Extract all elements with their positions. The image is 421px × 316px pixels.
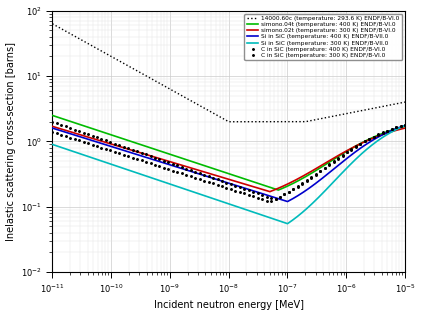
Legend: 14000.60c (temperature: 293.6 K) ENDF/B-VI.0, simono.04t (temperature: 400 K) EN: 14000.60c (temperature: 293.6 K) ENDF/B-… bbox=[245, 14, 402, 60]
simono.02t (temperature: 300 K) ENDF/B-VI.0: (6.7e-06, 1.46): 300 K) ENDF/B-VI.0: (6.7e-06, 1.46) bbox=[392, 129, 397, 133]
simono.04t (temperature: 400 K) ENDF/B-VI.0: (8.27e-09, 0.34): 400 K) ENDF/B-VI.0: (8.27e-09, 0.34) bbox=[221, 170, 226, 174]
C in SiC (temperature: 300 K) ENDF/B-VI.0: (1.5e-07, 0.207): 300 K) ENDF/B-VI.0: (1.5e-07, 0.207) bbox=[296, 184, 301, 188]
simono.04t (temperature: 400 K) ENDF/B-VI.0: (5.73e-09, 0.379): 400 K) ENDF/B-VI.0: (5.73e-09, 0.379) bbox=[212, 167, 217, 171]
Si in SiC (temperature: 400 K) ENDF/B-VII.0: (8.27e-09, 0.242): 400 K) ENDF/B-VII.0: (8.27e-09, 0.242) bbox=[221, 180, 226, 184]
C in SiC (temperature: 300 K) ENDF/B-VI.0: (1e-11, 1.4): 300 K) ENDF/B-VI.0: (1e-11, 1.4) bbox=[50, 130, 55, 134]
Line: Si in SiC (temperature: 300 K) ENDF/B-VII.0: Si in SiC (temperature: 300 K) ENDF/B-VI… bbox=[52, 125, 405, 224]
C in SiC (temperature: 400 K) ENDF/B-VI.0: (4.55e-09, 0.292): 400 K) ENDF/B-VI.0: (4.55e-09, 0.292) bbox=[206, 174, 211, 178]
Line: simono.04t (temperature: 400 K) ENDF/B-VI.0: simono.04t (temperature: 400 K) ENDF/B-V… bbox=[52, 115, 405, 190]
Si in SiC (temperature: 300 K) ENDF/B-VII.0: (1e-05, 1.75): 300 K) ENDF/B-VII.0: (1e-05, 1.75) bbox=[402, 124, 408, 127]
Si in SiC (temperature: 300 K) ENDF/B-VII.0: (2.02e-11, 0.727): 300 K) ENDF/B-VII.0: (2.02e-11, 0.727) bbox=[68, 149, 73, 152]
C in SiC (temperature: 300 K) ENDF/B-VI.0: (4.55e-09, 0.24): 300 K) ENDF/B-VI.0: (4.55e-09, 0.24) bbox=[206, 180, 211, 184]
14000.60c (temperature: 293.6 K) ENDF/B-VI.0: (2.02e-11, 44.5): 293.6 K) ENDF/B-VI.0: (2.02e-11, 44.5) bbox=[68, 32, 73, 36]
Line: simono.02t (temperature: 300 K) ENDF/B-VI.0: simono.02t (temperature: 300 K) ENDF/B-V… bbox=[52, 126, 405, 192]
C in SiC (temperature: 400 K) ENDF/B-VI.0: (1e-05, 1.8): 400 K) ENDF/B-VI.0: (1e-05, 1.8) bbox=[402, 123, 408, 127]
Line: C in SiC (temperature: 400 K) ENDF/B-VI.0: C in SiC (temperature: 400 K) ENDF/B-VI.… bbox=[51, 120, 407, 200]
14000.60c (temperature: 293.6 K) ENDF/B-VI.0: (1e-05, 4): 293.6 K) ENDF/B-VI.0: (1e-05, 4) bbox=[402, 100, 408, 104]
Si in SiC (temperature: 300 K) ENDF/B-VII.0: (6.74e-06, 1.49): 300 K) ENDF/B-VII.0: (6.74e-06, 1.49) bbox=[392, 128, 397, 132]
C in SiC (temperature: 400 K) ENDF/B-VI.0: (8.9e-08, 0.155): 400 K) ENDF/B-VI.0: (8.9e-08, 0.155) bbox=[282, 192, 287, 196]
Si in SiC (temperature: 400 K) ENDF/B-VII.0: (1e-11, 1.6): 400 K) ENDF/B-VII.0: (1e-11, 1.6) bbox=[50, 126, 55, 130]
simono.02t (temperature: 300 K) ENDF/B-VI.0: (2.02e-11, 1.41): 300 K) ENDF/B-VI.0: (2.02e-11, 1.41) bbox=[68, 130, 73, 134]
Si in SiC (temperature: 300 K) ENDF/B-VII.0: (8.27e-09, 0.117): 300 K) ENDF/B-VII.0: (8.27e-09, 0.117) bbox=[221, 200, 226, 204]
Si in SiC (temperature: 300 K) ENDF/B-VII.0: (1e-11, 0.9): 300 K) ENDF/B-VII.0: (1e-11, 0.9) bbox=[50, 143, 55, 146]
Si in SiC (temperature: 400 K) ENDF/B-VII.0: (1e-07, 0.12): 400 K) ENDF/B-VII.0: (1e-07, 0.12) bbox=[285, 200, 290, 204]
C in SiC (temperature: 300 K) ENDF/B-VI.0: (2.47e-06, 1.1): 300 K) ENDF/B-VI.0: (2.47e-06, 1.1) bbox=[367, 137, 372, 141]
simono.04t (temperature: 400 K) ENDF/B-VI.0: (1e-11, 2.5): 400 K) ENDF/B-VI.0: (1e-11, 2.5) bbox=[50, 113, 55, 117]
simono.04t (temperature: 400 K) ENDF/B-VI.0: (5.34e-07, 0.492): 400 K) ENDF/B-VI.0: (5.34e-07, 0.492) bbox=[328, 160, 333, 163]
simono.02t (temperature: 300 K) ENDF/B-VI.0: (1e-11, 1.7): 300 K) ENDF/B-VI.0: (1e-11, 1.7) bbox=[50, 125, 55, 128]
Si in SiC (temperature: 300 K) ENDF/B-VII.0: (5.34e-07, 0.212): 300 K) ENDF/B-VII.0: (5.34e-07, 0.212) bbox=[328, 184, 333, 187]
Si in SiC (temperature: 400 K) ENDF/B-VII.0: (6.7e-06, 1.54): 400 K) ENDF/B-VII.0: (6.7e-06, 1.54) bbox=[392, 127, 397, 131]
simono.02t (temperature: 300 K) ENDF/B-VI.0: (5.73e-09, 0.305): 300 K) ENDF/B-VI.0: (5.73e-09, 0.305) bbox=[212, 173, 217, 177]
simono.04t (temperature: 400 K) ENDF/B-VI.0: (6.7e-06, 1.54): 400 K) ENDF/B-VI.0: (6.7e-06, 1.54) bbox=[392, 127, 397, 131]
Si in SiC (temperature: 400 K) ENDF/B-VII.0: (5.73e-09, 0.268): 400 K) ENDF/B-VII.0: (5.73e-09, 0.268) bbox=[212, 177, 217, 181]
simono.02t (temperature: 300 K) ENDF/B-VI.0: (8.27e-09, 0.277): 300 K) ENDF/B-VI.0: (8.27e-09, 0.277) bbox=[221, 176, 226, 180]
X-axis label: Incident neutron energy [MeV]: Incident neutron energy [MeV] bbox=[154, 301, 304, 310]
Line: C in SiC (temperature: 300 K) ENDF/B-VI.0: C in SiC (temperature: 300 K) ENDF/B-VI.… bbox=[51, 123, 407, 203]
C in SiC (temperature: 400 K) ENDF/B-VI.0: (1e-11, 2): 400 K) ENDF/B-VI.0: (1e-11, 2) bbox=[50, 120, 55, 124]
14000.60c (temperature: 293.6 K) ENDF/B-VI.0: (6.74e-06, 3.73): 293.6 K) ENDF/B-VI.0: (6.74e-06, 3.73) bbox=[392, 102, 397, 106]
Si in SiC (temperature: 300 K) ENDF/B-VII.0: (5.73e-09, 0.131): 300 K) ENDF/B-VII.0: (5.73e-09, 0.131) bbox=[212, 197, 217, 201]
Si in SiC (temperature: 300 K) ENDF/B-VII.0: (6.7e-06, 1.48): 300 K) ENDF/B-VII.0: (6.7e-06, 1.48) bbox=[392, 128, 397, 132]
C in SiC (temperature: 400 K) ENDF/B-VI.0: (2.47e-06, 1.09): 400 K) ENDF/B-VI.0: (2.47e-06, 1.09) bbox=[367, 137, 372, 141]
C in SiC (temperature: 400 K) ENDF/B-VI.0: (3.71e-08, 0.151): 400 K) ENDF/B-VI.0: (3.71e-08, 0.151) bbox=[260, 193, 265, 197]
Y-axis label: Inelastic scattering cross-section [barns]: Inelastic scattering cross-section [barn… bbox=[5, 42, 16, 241]
simono.04t (temperature: 400 K) ENDF/B-VI.0: (7e-08, 0.18): 400 K) ENDF/B-VI.0: (7e-08, 0.18) bbox=[276, 188, 281, 192]
C in SiC (temperature: 400 K) ENDF/B-VI.0: (4.42e-08, 0.143): 400 K) ENDF/B-VI.0: (4.42e-08, 0.143) bbox=[264, 195, 269, 198]
C in SiC (temperature: 400 K) ENDF/B-VI.0: (1.5e-07, 0.204): 400 K) ENDF/B-VI.0: (1.5e-07, 0.204) bbox=[296, 185, 301, 188]
Si in SiC (temperature: 300 K) ENDF/B-VII.0: (1e-07, 0.0551): 300 K) ENDF/B-VII.0: (1e-07, 0.0551) bbox=[285, 222, 290, 226]
simono.04t (temperature: 400 K) ENDF/B-VI.0: (1e-05, 1.7): 400 K) ENDF/B-VI.0: (1e-05, 1.7) bbox=[402, 125, 408, 128]
simono.02t (temperature: 300 K) ENDF/B-VI.0: (1e-05, 1.6): 300 K) ENDF/B-VI.0: (1e-05, 1.6) bbox=[402, 126, 408, 130]
simono.04t (temperature: 400 K) ENDF/B-VI.0: (6.74e-06, 1.54): 400 K) ENDF/B-VI.0: (6.74e-06, 1.54) bbox=[392, 127, 397, 131]
C in SiC (temperature: 300 K) ENDF/B-VI.0: (4.42e-08, 0.124): 300 K) ENDF/B-VI.0: (4.42e-08, 0.124) bbox=[264, 199, 269, 203]
Si in SiC (temperature: 400 K) ENDF/B-VII.0: (2.02e-11, 1.31): 400 K) ENDF/B-VII.0: (2.02e-11, 1.31) bbox=[68, 132, 73, 136]
C in SiC (temperature: 300 K) ENDF/B-VI.0: (3.71e-08, 0.131): 300 K) ENDF/B-VI.0: (3.71e-08, 0.131) bbox=[260, 197, 265, 201]
14000.60c (temperature: 293.6 K) ENDF/B-VI.0: (1e-08, 2): 293.6 K) ENDF/B-VI.0: (1e-08, 2) bbox=[226, 120, 231, 124]
C in SiC (temperature: 300 K) ENDF/B-VI.0: (5.27e-08, 0.123): 300 K) ENDF/B-VI.0: (5.27e-08, 0.123) bbox=[269, 199, 274, 203]
14000.60c (temperature: 293.6 K) ENDF/B-VI.0: (8.27e-09, 2.2): 293.6 K) ENDF/B-VI.0: (8.27e-09, 2.2) bbox=[221, 117, 226, 121]
simono.02t (temperature: 300 K) ENDF/B-VI.0: (4.99e-08, 0.17): 300 K) ENDF/B-VI.0: (4.99e-08, 0.17) bbox=[267, 190, 272, 194]
14000.60c (temperature: 293.6 K) ENDF/B-VI.0: (5.73e-09, 2.64): 293.6 K) ENDF/B-VI.0: (5.73e-09, 2.64) bbox=[212, 112, 217, 116]
Line: Si in SiC (temperature: 400 K) ENDF/B-VII.0: Si in SiC (temperature: 400 K) ENDF/B-VI… bbox=[52, 125, 405, 202]
C in SiC (temperature: 300 K) ENDF/B-VI.0: (1e-05, 1.8): 300 K) ENDF/B-VI.0: (1e-05, 1.8) bbox=[402, 123, 408, 127]
Si in SiC (temperature: 400 K) ENDF/B-VII.0: (1e-05, 1.75): 400 K) ENDF/B-VII.0: (1e-05, 1.75) bbox=[402, 124, 408, 127]
14000.60c (temperature: 293.6 K) ENDF/B-VI.0: (6.7e-06, 3.73): 293.6 K) ENDF/B-VI.0: (6.7e-06, 3.73) bbox=[392, 102, 397, 106]
Line: 14000.60c (temperature: 293.6 K) ENDF/B-VI.0: 14000.60c (temperature: 293.6 K) ENDF/B-… bbox=[52, 24, 405, 122]
C in SiC (temperature: 300 K) ENDF/B-VI.0: (8.9e-08, 0.156): 300 K) ENDF/B-VI.0: (8.9e-08, 0.156) bbox=[282, 192, 287, 196]
simono.04t (temperature: 400 K) ENDF/B-VI.0: (2.02e-11, 2.03): 400 K) ENDF/B-VI.0: (2.02e-11, 2.03) bbox=[68, 119, 73, 123]
Si in SiC (temperature: 400 K) ENDF/B-VII.0: (5.34e-07, 0.341): 400 K) ENDF/B-VII.0: (5.34e-07, 0.341) bbox=[328, 170, 333, 174]
simono.02t (temperature: 300 K) ENDF/B-VI.0: (5.34e-07, 0.516): 300 K) ENDF/B-VI.0: (5.34e-07, 0.516) bbox=[328, 158, 333, 162]
simono.02t (temperature: 300 K) ENDF/B-VI.0: (6.74e-06, 1.46): 300 K) ENDF/B-VI.0: (6.74e-06, 1.46) bbox=[392, 129, 397, 132]
14000.60c (temperature: 293.6 K) ENDF/B-VI.0: (1e-11, 63.2): 293.6 K) ENDF/B-VI.0: (1e-11, 63.2) bbox=[50, 22, 55, 26]
14000.60c (temperature: 293.6 K) ENDF/B-VI.0: (5.34e-07, 2.38): 293.6 K) ENDF/B-VI.0: (5.34e-07, 2.38) bbox=[328, 115, 333, 119]
Si in SiC (temperature: 400 K) ENDF/B-VII.0: (6.74e-06, 1.54): 400 K) ENDF/B-VII.0: (6.74e-06, 1.54) bbox=[392, 127, 397, 131]
C in SiC (temperature: 400 K) ENDF/B-VI.0: (6.27e-08, 0.132): 400 K) ENDF/B-VI.0: (6.27e-08, 0.132) bbox=[273, 197, 278, 201]
